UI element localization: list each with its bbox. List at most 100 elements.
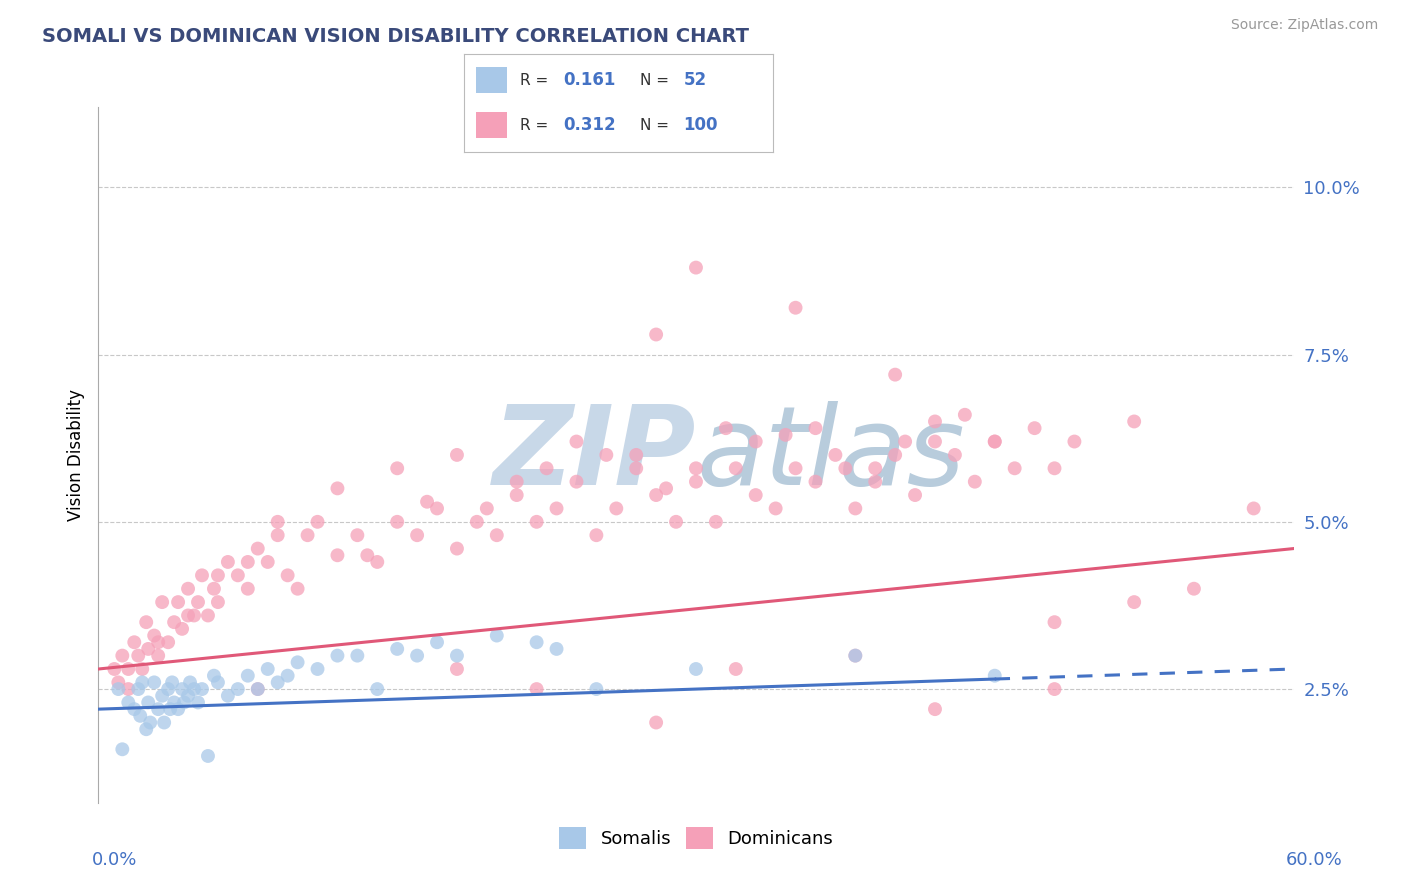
Point xyxy=(585,528,607,542)
Point xyxy=(536,461,558,475)
Text: 52: 52 xyxy=(683,71,707,89)
Point xyxy=(605,501,627,516)
Point xyxy=(143,675,166,690)
Point xyxy=(685,662,707,676)
Point xyxy=(346,648,368,663)
Point xyxy=(446,648,468,663)
Point xyxy=(307,662,329,676)
Point xyxy=(267,528,290,542)
Point xyxy=(346,528,368,542)
Point xyxy=(834,461,856,475)
Point xyxy=(724,461,747,475)
Point xyxy=(506,475,529,489)
Point xyxy=(385,642,409,657)
Text: 0.0%: 0.0% xyxy=(91,851,136,869)
Point xyxy=(207,595,229,609)
Text: 0.161: 0.161 xyxy=(562,71,616,89)
Point xyxy=(685,475,707,489)
Point xyxy=(844,501,866,516)
Point xyxy=(236,669,259,683)
Point xyxy=(865,475,887,489)
Point xyxy=(1043,461,1066,475)
Point xyxy=(207,568,229,582)
Point xyxy=(177,608,200,623)
Point xyxy=(775,427,797,442)
Point xyxy=(416,494,439,508)
Point xyxy=(187,595,209,609)
Point xyxy=(1123,595,1146,609)
Point xyxy=(131,662,153,676)
Point xyxy=(326,648,349,663)
Point xyxy=(236,582,259,596)
Point xyxy=(385,461,409,475)
Point xyxy=(724,662,747,676)
Point xyxy=(172,622,194,636)
Point xyxy=(475,501,498,516)
Point xyxy=(246,541,269,556)
Point xyxy=(153,715,176,730)
Point xyxy=(844,648,866,663)
Point xyxy=(485,528,508,542)
Point xyxy=(546,501,568,516)
Point xyxy=(645,488,668,502)
Point xyxy=(173,696,195,710)
Point xyxy=(984,434,1007,449)
Point xyxy=(148,702,170,716)
Point xyxy=(685,461,707,475)
Text: ZIP: ZIP xyxy=(492,401,696,508)
Point xyxy=(117,681,139,696)
Point xyxy=(297,528,319,542)
Point xyxy=(924,414,946,428)
Point xyxy=(183,681,205,696)
Point xyxy=(446,541,468,556)
Point xyxy=(506,488,529,502)
Point xyxy=(844,648,866,663)
Point xyxy=(136,642,159,657)
Point xyxy=(356,548,378,563)
Point xyxy=(745,488,768,502)
Point xyxy=(172,681,194,696)
Point xyxy=(160,675,183,690)
Point xyxy=(924,702,946,716)
Point xyxy=(217,689,239,703)
Point xyxy=(267,675,290,690)
Point xyxy=(117,662,139,676)
Point xyxy=(183,608,205,623)
Text: Source: ZipAtlas.com: Source: ZipAtlas.com xyxy=(1230,18,1378,32)
Text: N =: N = xyxy=(640,118,673,133)
Point xyxy=(107,681,129,696)
Point xyxy=(256,662,278,676)
Point xyxy=(226,681,249,696)
Point xyxy=(135,723,157,737)
Point xyxy=(107,675,129,690)
Point xyxy=(124,702,146,716)
Text: atlas: atlas xyxy=(696,401,965,508)
Point xyxy=(963,475,986,489)
Point xyxy=(953,408,976,422)
Point xyxy=(148,635,170,649)
Point xyxy=(465,515,488,529)
Point xyxy=(984,669,1007,683)
Text: 100: 100 xyxy=(683,116,718,134)
Point xyxy=(884,448,907,462)
Text: N =: N = xyxy=(640,72,673,87)
Point xyxy=(117,696,139,710)
Point xyxy=(202,582,225,596)
Point xyxy=(645,715,668,730)
Point xyxy=(148,648,170,663)
Point xyxy=(307,515,329,529)
Point xyxy=(1004,461,1026,475)
Point xyxy=(565,475,588,489)
Point xyxy=(884,368,907,382)
Point xyxy=(804,421,827,435)
Point xyxy=(894,434,917,449)
Text: SOMALI VS DOMINICAN VISION DISABILITY CORRELATION CHART: SOMALI VS DOMINICAN VISION DISABILITY CO… xyxy=(42,27,749,45)
Point xyxy=(526,635,548,649)
Point xyxy=(685,260,707,275)
Point xyxy=(124,635,146,649)
Point xyxy=(157,635,180,649)
Point xyxy=(745,434,768,449)
Point xyxy=(236,555,259,569)
Point xyxy=(366,555,388,569)
Point xyxy=(1063,434,1085,449)
